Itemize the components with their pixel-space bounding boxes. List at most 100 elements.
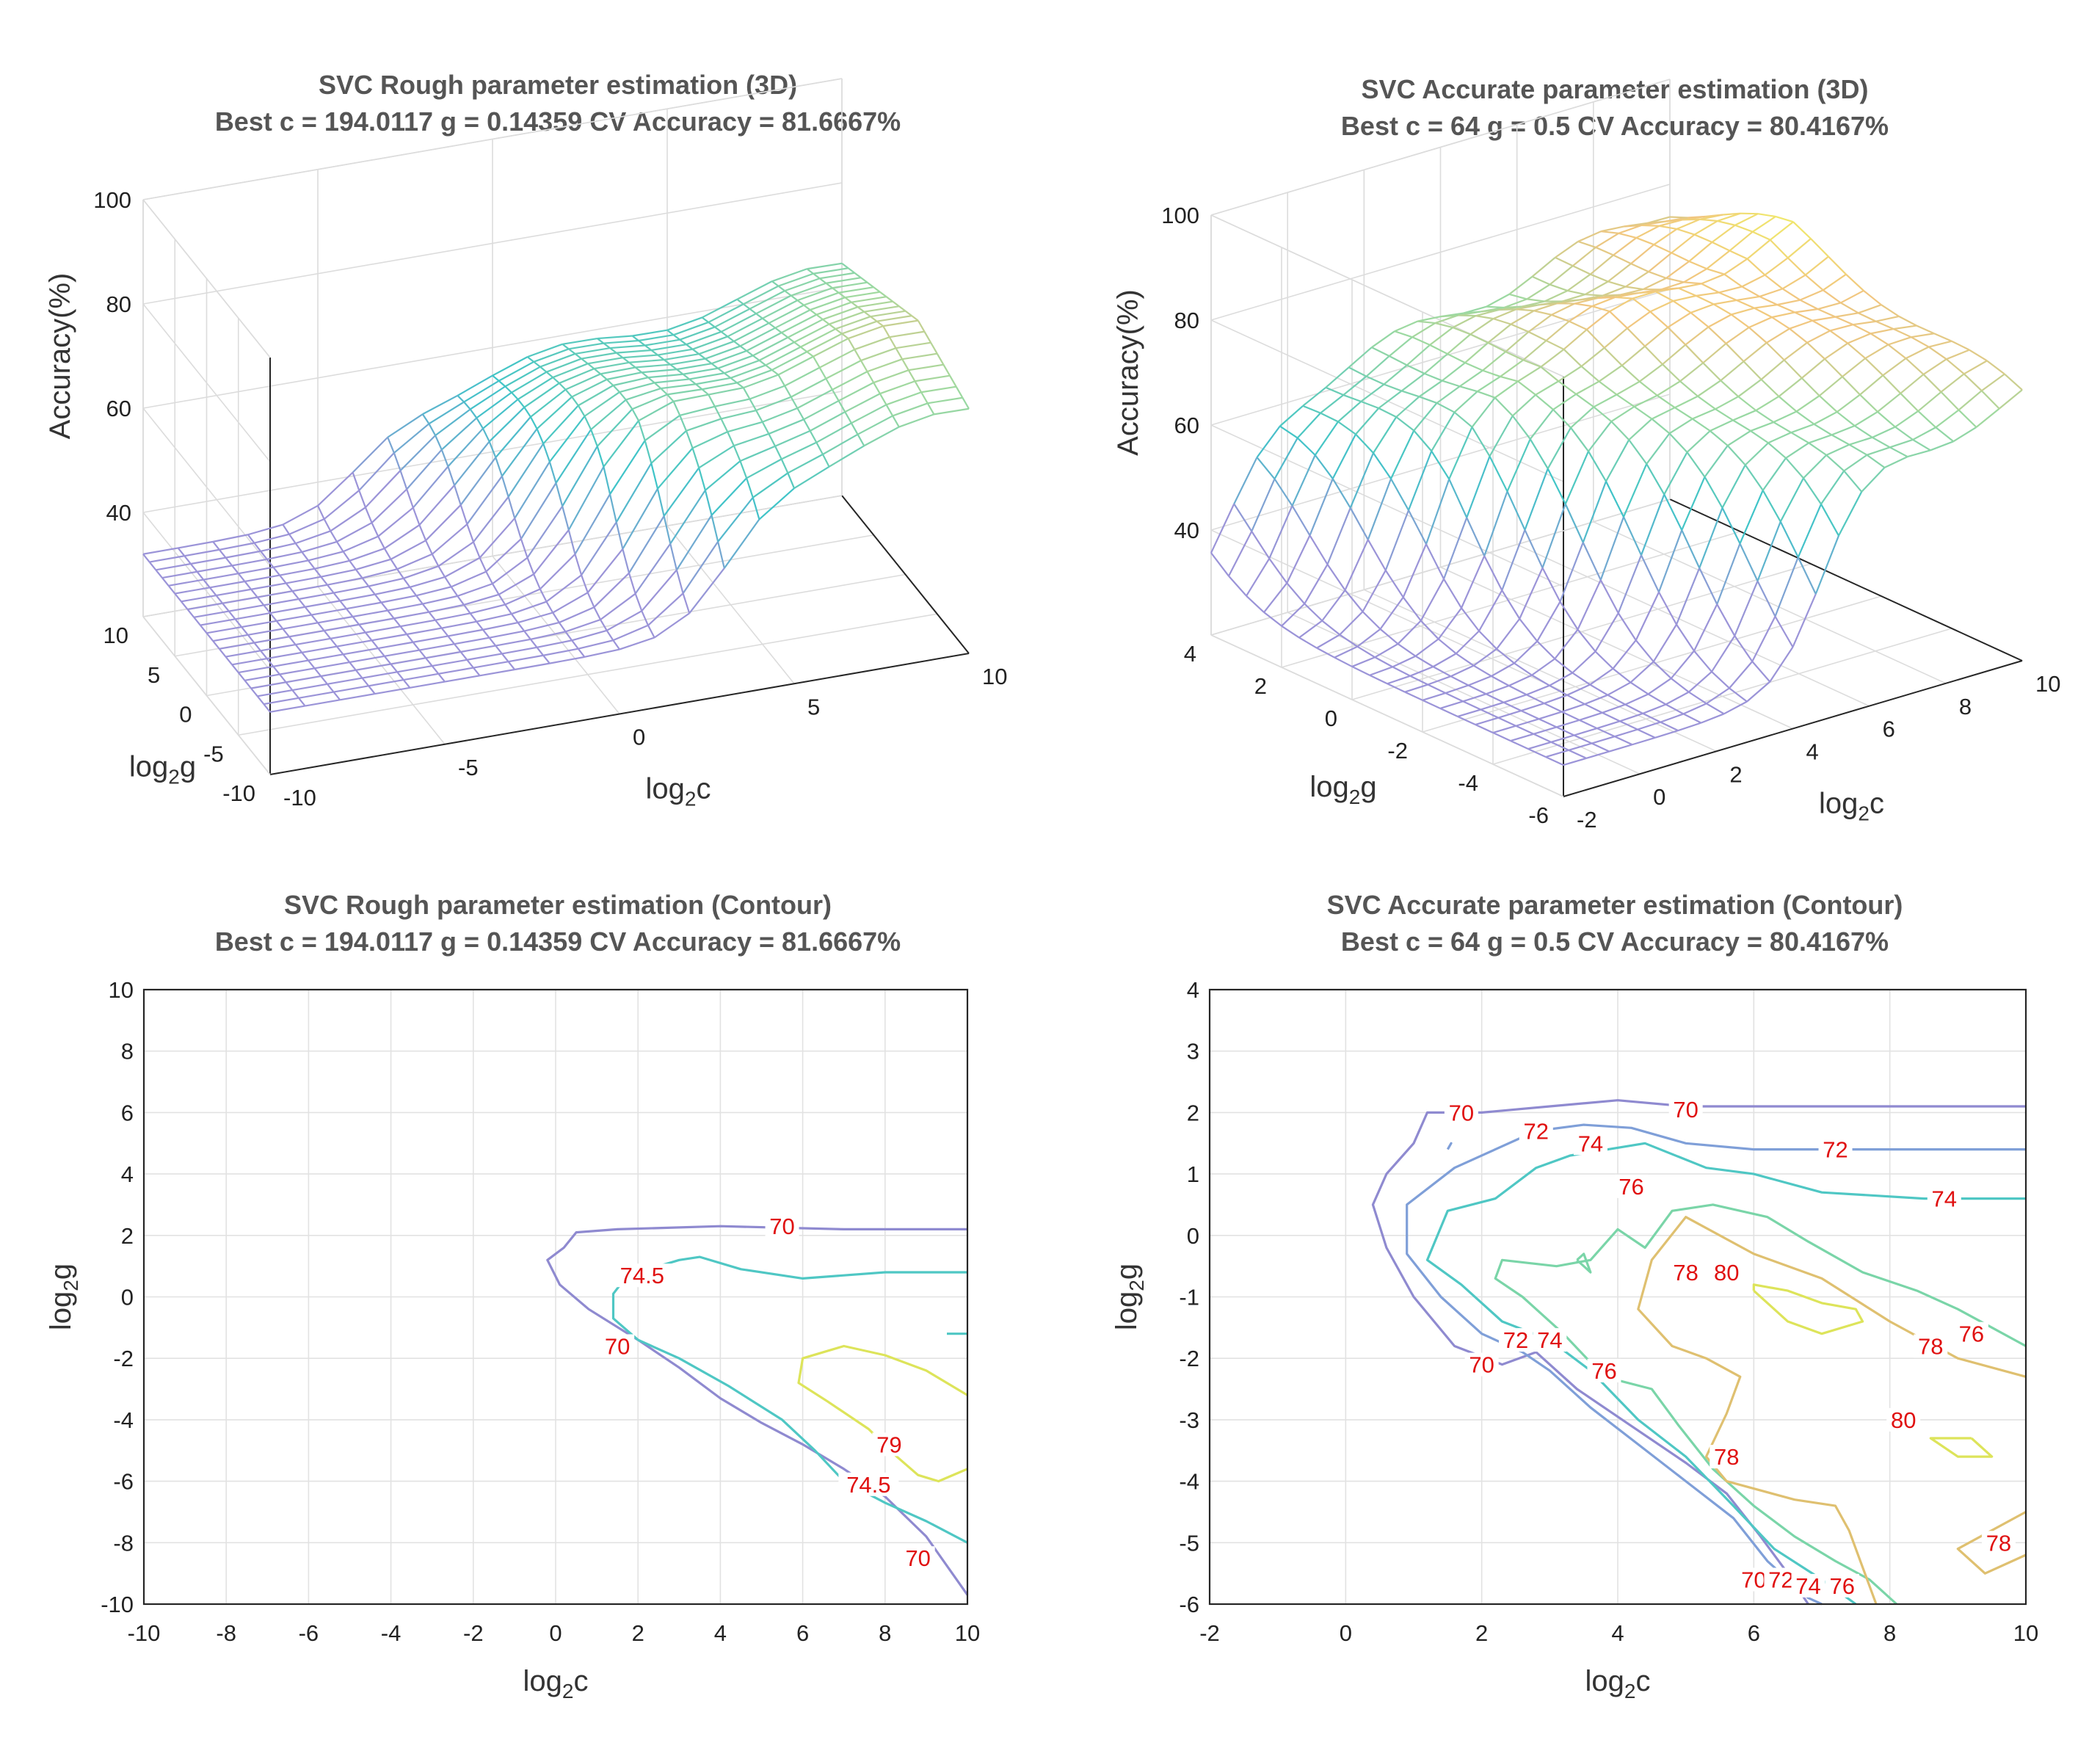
acc3d-surface-segment bbox=[1806, 341, 1825, 360]
acc3d-surface-segment bbox=[1825, 454, 1845, 472]
rough3d-surface-segment bbox=[669, 363, 677, 371]
accContour-ylabel-text: log2g bbox=[1111, 1263, 1148, 1330]
rough3d-surface-segment bbox=[711, 363, 719, 369]
acc3d-surface-segment bbox=[1524, 529, 1544, 568]
rough3d-surface-segment bbox=[435, 612, 470, 621]
rough3d-surface-segment bbox=[603, 339, 639, 344]
rough3d-surface-segment bbox=[787, 319, 824, 338]
acc3d-surface-segment bbox=[1339, 611, 1364, 636]
acc3d-surface-segment bbox=[1752, 231, 1771, 241]
rough3d-surface-segment bbox=[346, 601, 382, 610]
rough3d-surface-segment bbox=[546, 358, 582, 373]
rough3d-surface-segment bbox=[622, 548, 631, 573]
rough3d-surface-segment bbox=[203, 573, 239, 581]
rough3d-xtick: -5 bbox=[458, 755, 479, 780]
acc3d-surface-segment bbox=[1752, 216, 1776, 233]
roughContour-xtick: -10 bbox=[128, 1620, 161, 1646]
accContour-contour-label: 80 bbox=[1714, 1260, 1739, 1285]
acc3d-surface-segment bbox=[1535, 394, 1554, 410]
acc3d-surface-segment bbox=[1681, 476, 1706, 531]
acc3d-box-edge bbox=[1210, 79, 1671, 216]
rough3d-surface-segment bbox=[212, 534, 249, 543]
rough3d-surface-segment bbox=[396, 671, 404, 681]
rough3d-surface-segment bbox=[571, 639, 579, 650]
acc3d-surface-segment bbox=[1734, 213, 1759, 226]
rough3d-surface-segment bbox=[435, 408, 471, 437]
acc3d-surface-segment bbox=[1702, 362, 1722, 382]
accContour-xtick: 8 bbox=[1883, 1620, 1896, 1646]
acc3d-surface-segment bbox=[1417, 316, 1441, 322]
acc3d-surface-segment bbox=[1420, 620, 1439, 640]
acc3d-surface-segment bbox=[1620, 292, 1638, 296]
roughContour-contour-label: 70 bbox=[769, 1214, 794, 1239]
acc3d-surface-segment bbox=[1751, 661, 1771, 683]
acc3d-surface-segment bbox=[1658, 591, 1677, 625]
acc3d-surface-segment bbox=[1621, 345, 1646, 366]
rough3d-surface-segment bbox=[622, 357, 630, 363]
rough3d-surface-segment bbox=[829, 311, 865, 325]
accContour-ytick: -4 bbox=[1179, 1469, 1199, 1495]
acc3d-surface-segment bbox=[1508, 293, 1527, 300]
acc3d-surface-segment bbox=[1795, 410, 1815, 425]
acc3d-surface-segment bbox=[1286, 582, 1306, 605]
rough3d-surface-segment bbox=[479, 668, 515, 677]
acc3d-surface-segment bbox=[1494, 396, 1514, 417]
rough3d-surface-segment bbox=[479, 518, 516, 559]
acc3d-surface-segment bbox=[1575, 380, 1600, 395]
accContour-contour-label-bg bbox=[1464, 1352, 1499, 1377]
acc3d-surface-segment bbox=[1496, 648, 1515, 664]
acc3d-surface-segment bbox=[1366, 375, 1384, 385]
acc3d-surface-segment bbox=[1617, 554, 1643, 614]
acc3d-surface-segment bbox=[1671, 678, 1690, 693]
acc3d-surface-segment bbox=[1397, 643, 1417, 657]
acc3d-surface-segment bbox=[1471, 427, 1491, 457]
rough3d-surface-segment bbox=[797, 287, 833, 302]
acc3d-surface-segment bbox=[1917, 391, 1942, 412]
acc3d-surface-segment bbox=[1652, 661, 1672, 679]
acc3d-surface-segment bbox=[1526, 283, 1551, 300]
rough3d-surface-segment bbox=[904, 310, 912, 317]
rough3d-surface-segment bbox=[209, 580, 245, 589]
rough3d-surface-segment bbox=[482, 399, 519, 429]
rough3d-surface-segment bbox=[266, 658, 275, 667]
rough3d-surface-segment bbox=[574, 493, 611, 555]
acc3d-surface-segment bbox=[1859, 394, 1878, 413]
accContour-ytick: 4 bbox=[1187, 977, 1199, 1003]
rough3d-surface-segment bbox=[402, 578, 411, 588]
acc3d-surface-segment bbox=[1466, 456, 1491, 518]
rough3d-surface-segment bbox=[279, 667, 315, 675]
acc3d-surface-segment bbox=[1928, 340, 1952, 348]
rough3d-surface-segment bbox=[241, 626, 249, 636]
acc3d-surface-segment bbox=[1505, 351, 1524, 361]
acc3d-surface-segment bbox=[1582, 542, 1602, 581]
rough3d-surface-segment bbox=[413, 635, 448, 643]
acc3d-surface-segment bbox=[1309, 478, 1334, 536]
rough3d-surface-segment bbox=[355, 558, 391, 570]
rough3d-surface-segment bbox=[288, 629, 324, 638]
rough3d-surface-segment bbox=[279, 673, 287, 683]
acc3d-surface-segment bbox=[1545, 320, 1570, 341]
rough3d-surface-segment bbox=[305, 699, 341, 707]
acc3d-surface-segment bbox=[1369, 674, 1388, 685]
rough3d-surface-segment bbox=[428, 611, 436, 621]
rough3d-surface-segment bbox=[562, 446, 598, 507]
rough3d-surface-segment bbox=[409, 587, 417, 596]
rough3d-surface-segment bbox=[457, 583, 493, 597]
acc3d-surface-segment bbox=[1653, 228, 1678, 246]
rough3d-surface-segment bbox=[717, 541, 725, 569]
rough3d-surface-segment bbox=[399, 470, 408, 490]
acc3d-surface-segment bbox=[1445, 684, 1469, 695]
rough3d-surface-segment bbox=[485, 571, 493, 584]
roughContour-contour-label: 70 bbox=[605, 1333, 630, 1359]
rough3d-surface-segment bbox=[495, 457, 503, 476]
rough3d-surface-segment bbox=[615, 522, 624, 550]
acc3d-surface-segment bbox=[1413, 429, 1433, 452]
accContour-xtick: 10 bbox=[2013, 1620, 2038, 1646]
rough3d-surface-segment bbox=[822, 319, 830, 325]
acc3d-surface-segment bbox=[1458, 314, 1476, 317]
acc3d-surface-segment bbox=[1698, 507, 1723, 569]
rough3d-surface-segment bbox=[739, 327, 776, 347]
rough3d-surface-segment bbox=[555, 482, 564, 507]
roughContour-ytick: 2 bbox=[121, 1223, 134, 1249]
acc3d-surface-segment bbox=[1623, 516, 1642, 556]
